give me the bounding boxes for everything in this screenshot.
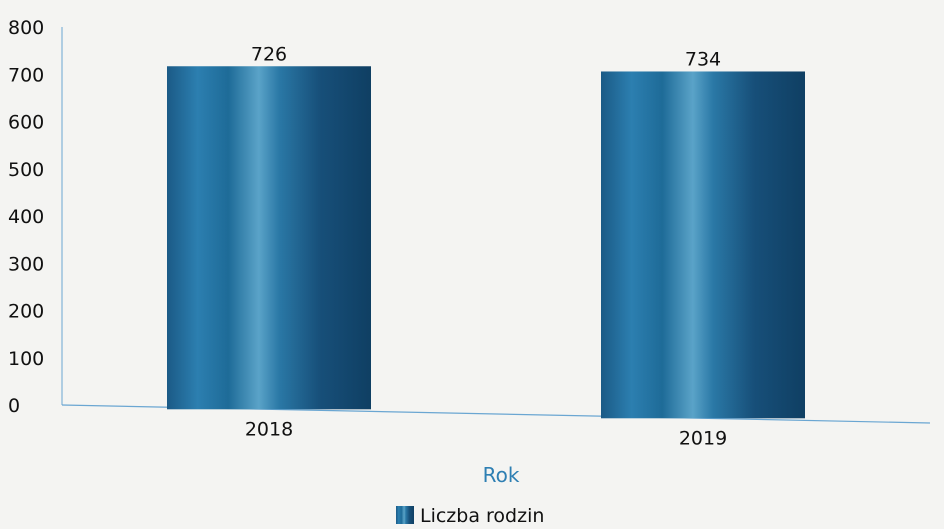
y-axis: 0 100 200 300 400 500 600 700 800 — [8, 17, 63, 417]
bar-2019 — [601, 71, 805, 419]
category-labels-group: 2018 2019 — [245, 418, 727, 449]
data-label-2019: 734 — [685, 48, 721, 70]
y-tick-label: 300 — [8, 253, 44, 275]
data-label-2018: 726 — [251, 43, 287, 65]
y-tick-label: 800 — [8, 17, 44, 39]
y-tick-label: 500 — [8, 159, 44, 181]
y-tick-label: 0 — [8, 395, 20, 417]
x-axis-title: Rok — [483, 463, 520, 487]
y-tick-label: 200 — [8, 301, 44, 323]
legend-swatch — [396, 506, 414, 524]
bars-group — [167, 66, 805, 419]
legend-label: Liczba rodzin — [420, 505, 544, 527]
data-labels-group: 726 734 — [251, 43, 721, 70]
category-label-2019: 2019 — [679, 427, 727, 449]
y-tick-label: 400 — [8, 206, 44, 228]
bar-2018 — [167, 66, 371, 410]
legend: Liczba rodzin — [396, 505, 544, 527]
y-tick-label: 100 — [8, 348, 44, 370]
y-tick-label: 600 — [8, 112, 44, 134]
category-label-2018: 2018 — [245, 418, 293, 440]
y-tick-label: 700 — [8, 64, 44, 86]
